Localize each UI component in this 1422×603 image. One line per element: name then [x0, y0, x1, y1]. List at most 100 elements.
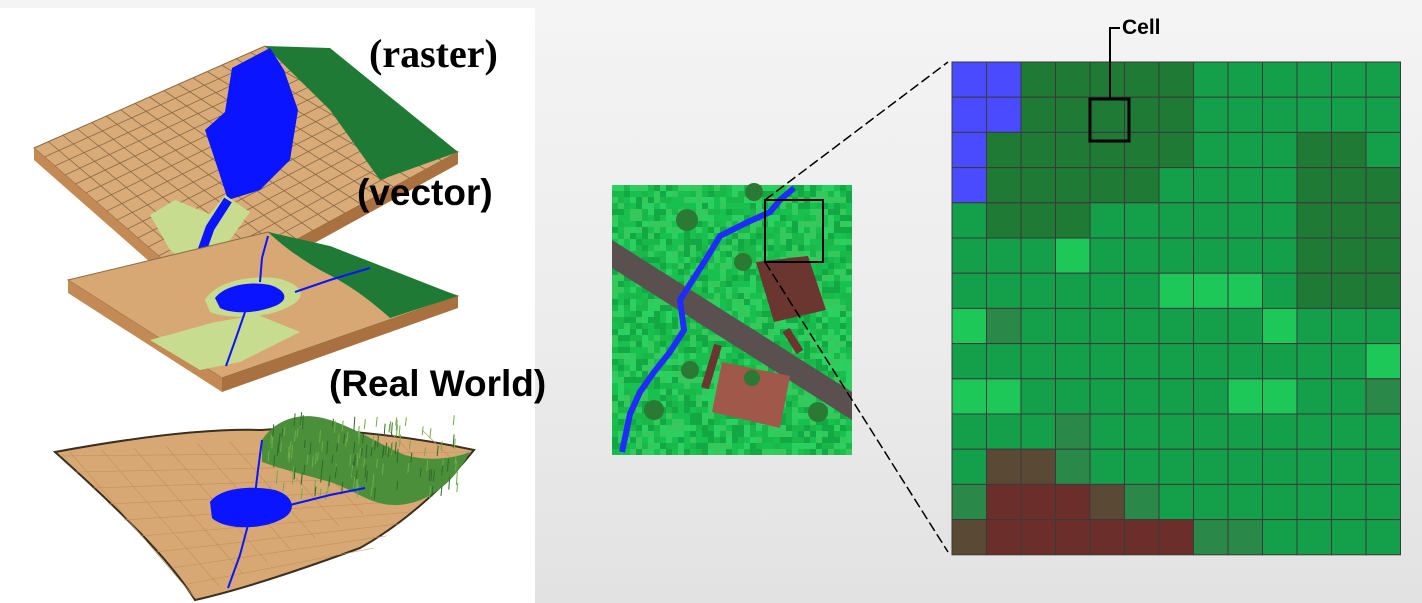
thumb-pixel [636, 407, 642, 413]
thumb-pixel [744, 269, 750, 275]
thumb-pixel [822, 335, 828, 341]
thumb-pixel [714, 425, 720, 431]
thumb-pixel [690, 287, 696, 293]
tree-stroke [428, 469, 431, 481]
thumb-pixel [702, 287, 708, 293]
thumb-pixel [660, 227, 666, 233]
raster-cell [1193, 96, 1229, 133]
thumb-pixel [798, 449, 804, 455]
thumb-pixel [816, 443, 822, 449]
thumb-pixel [840, 203, 846, 209]
raster-cell [1020, 307, 1056, 345]
thumb-pixel [834, 311, 840, 317]
tree-stroke [345, 438, 348, 447]
thumb-pixel [828, 353, 834, 359]
tree-stroke [300, 488, 303, 499]
raster-cell [986, 237, 1022, 274]
tree-stroke [432, 469, 435, 482]
thumb-pixel [660, 185, 666, 191]
thumb-pixel [804, 323, 810, 329]
thumb-pixel [840, 431, 846, 437]
raster-cell [1089, 96, 1125, 133]
raster-cell [1055, 167, 1091, 204]
thumb-pixel [714, 419, 720, 425]
thumb-pixel [618, 299, 624, 305]
raster-cell [1331, 519, 1367, 556]
tree-stroke [306, 454, 309, 465]
thumb-pixel [720, 305, 726, 311]
thumb-pixel [618, 221, 624, 227]
thumb-pixel [762, 443, 768, 449]
thumb-pixel [840, 191, 846, 197]
thumb-pixel [774, 191, 780, 197]
thumb-pixel [642, 227, 648, 233]
thumb-pixel [636, 287, 642, 293]
raster-cell [1365, 519, 1401, 556]
thumb-pixel [798, 419, 804, 425]
thumb-pixel [702, 341, 708, 347]
thumb-pixel [816, 275, 822, 281]
thumb-pixel [726, 347, 732, 353]
thumb-pixel [726, 203, 732, 209]
thumb-pixel [816, 365, 822, 371]
thumb-pixel [792, 419, 798, 425]
thumb-pixel [660, 311, 666, 317]
thumb-pixel [744, 239, 750, 245]
raster-cell [1227, 519, 1263, 556]
raster-cell [1262, 483, 1298, 521]
thumb-pixel [708, 329, 714, 335]
thumb-pixel [780, 437, 786, 443]
thumb-pixel [768, 257, 774, 263]
tree-stroke [440, 441, 443, 451]
thumb-pixel [846, 269, 852, 275]
tree-stroke [333, 420, 336, 433]
thumb-pixel [714, 437, 720, 443]
thumb-pixel [696, 239, 702, 245]
raster-cell [1331, 131, 1367, 169]
thumb-pixel [720, 185, 726, 191]
thumb-pixel [732, 233, 738, 239]
thumb-pixel [792, 221, 798, 227]
thumb-pixel [666, 317, 672, 323]
raster-cell [1365, 167, 1401, 204]
thumb-pixel [684, 263, 690, 269]
thumb-pixel [738, 437, 744, 443]
thumb-pixel [666, 383, 672, 389]
thumb-pixel [702, 347, 708, 353]
thumb-road [612, 240, 852, 420]
thumb-pixel [750, 449, 756, 455]
thumb-pixel [846, 425, 852, 431]
thumb-pixel [648, 245, 654, 251]
thumb-pixel [756, 359, 762, 365]
thumb-pixel [726, 353, 732, 359]
thumb-pixel [630, 215, 636, 221]
thumb-pixel [696, 449, 702, 455]
thumb-pixel [666, 365, 672, 371]
thumb-pixel [714, 341, 720, 347]
thumb-pixel [804, 449, 810, 455]
raster-cell [1020, 202, 1056, 239]
thumb-pixel [768, 185, 774, 191]
thumb-pixel [846, 209, 852, 215]
thumb-pixel [666, 227, 672, 233]
thumb-pixel [654, 239, 660, 245]
vector-water [215, 283, 285, 313]
thumb-pixel [672, 371, 678, 377]
thumb-path-right [782, 327, 804, 355]
thumb-pixel [642, 425, 648, 431]
thumb-pixel [762, 449, 768, 455]
thumb-pixel [816, 281, 822, 287]
raster-cell [1331, 448, 1367, 485]
thumb-pixel [768, 311, 774, 317]
thumb-pixel [666, 371, 672, 377]
thumb-pixel [624, 383, 630, 389]
thumb-pixel [654, 233, 660, 239]
thumb-pixel [672, 443, 678, 449]
thumb-pixel [678, 383, 684, 389]
tree-stroke [314, 480, 317, 492]
thumb-pixel [624, 311, 630, 317]
thumb-pixel [714, 245, 720, 251]
thumb-pixel [834, 305, 840, 311]
thumb-pixel [840, 185, 846, 191]
thumb-pixel [840, 233, 846, 239]
